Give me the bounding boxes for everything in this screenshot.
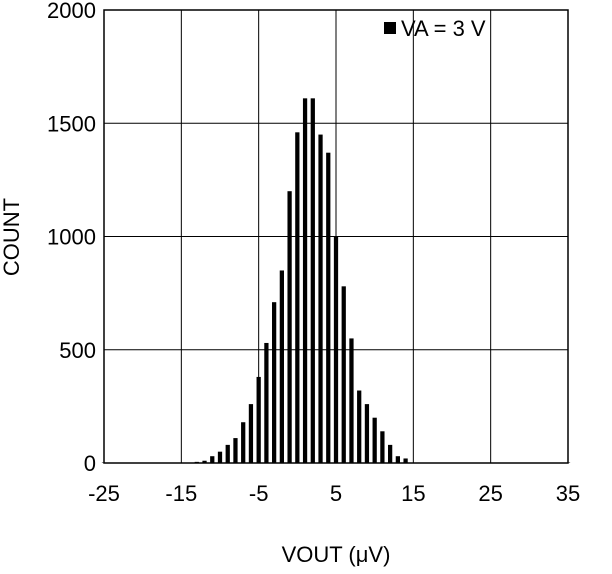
histogram-bar [202,460,207,463]
bar-series [101,98,571,464]
plot-frame [103,9,569,464]
histogram-bar [241,422,246,463]
histogram-bar [388,444,393,463]
histogram-bar [395,456,400,463]
histogram-bar [403,458,408,463]
histogram-bar [333,236,339,463]
histogram-bar [248,404,254,463]
x-tick-label: -25 [88,481,120,506]
histogram-bar [372,417,377,463]
y-tick-label: 1000 [47,225,96,250]
histogram-bar [210,456,215,463]
histogram-bar [295,132,300,463]
x-tick-label: 5 [330,481,342,506]
histogram-bar [302,98,308,464]
histogram-bar [341,286,346,463]
histogram-bar [225,444,230,463]
histogram-bar [287,191,292,463]
histogram-bar [310,98,315,464]
x-tick-labels: -25 -15 -5 5 15 25 35 [88,481,580,506]
x-axis-label: VOUT (μV) [282,542,391,567]
histogram-bar [279,270,284,463]
y-tick-label: 500 [59,338,96,363]
histogram-bar [357,390,362,463]
histogram-bar [364,404,370,463]
x-tick-label: 15 [401,481,425,506]
y-tick-label: 2000 [47,0,96,23]
histogram-bar [380,431,385,463]
y-tick-label: 1500 [47,111,96,136]
histogram-bar [349,338,354,463]
histogram-bar [256,376,261,463]
y-axis-label: COUNT [0,198,24,276]
legend-swatch [384,22,396,34]
histogram-bar [326,152,331,463]
x-tick-label: 25 [478,481,502,506]
x-tick-label: -5 [249,481,269,506]
legend-entry: VA = 3 V [401,16,486,41]
histogram-bar [272,302,277,463]
y-tick-labels: 0 500 1000 1500 2000 [47,0,96,476]
histogram-bar [217,451,223,463]
x-tick-label: -15 [165,481,197,506]
histogram-bar [233,438,238,463]
x-tick-label: 35 [556,481,580,506]
histogram-bar [318,134,323,463]
y-tick-label: 0 [84,451,96,476]
histogram-bar [264,342,269,463]
legend: VA = 3 V [384,16,486,41]
